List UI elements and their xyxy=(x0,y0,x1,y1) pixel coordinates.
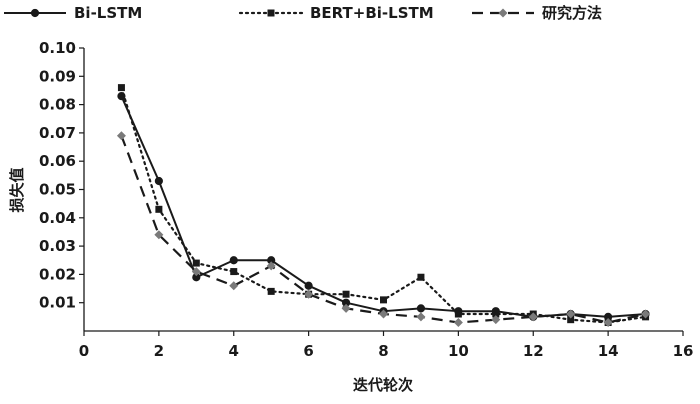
y-tick-label: 0.06 xyxy=(39,152,76,170)
series-2 xyxy=(116,131,651,328)
legend-marker xyxy=(498,8,508,18)
x-tick-label: 16 xyxy=(673,342,694,360)
data-point xyxy=(641,309,651,319)
data-point xyxy=(155,205,163,213)
data-point xyxy=(416,304,426,313)
x-tick-label: 14 xyxy=(598,342,619,360)
x-tick-label: 6 xyxy=(303,342,313,360)
data-point xyxy=(117,84,125,92)
data-point xyxy=(417,273,425,281)
y-tick-label: 0.09 xyxy=(39,67,76,85)
series-line xyxy=(120,86,647,324)
axes: 0 2 4 6 8 10 12 14 16 0.01 0.02 0.03 0.04 0.05 0.06 0.0… xyxy=(39,39,693,360)
x-tick-label: 4 xyxy=(229,342,239,360)
data-point xyxy=(342,290,350,298)
series-line xyxy=(120,135,646,324)
y-axis-label: 损失值 xyxy=(8,167,26,212)
y-tick-label: 0.02 xyxy=(39,265,76,283)
x-tick-label: 2 xyxy=(154,342,164,360)
legend-label: BERT+Bi-LSTM xyxy=(310,4,434,22)
legend-marker xyxy=(30,8,40,18)
data-point xyxy=(528,312,538,322)
data-point xyxy=(304,281,313,290)
data-point xyxy=(603,318,613,328)
x-tick-label: 8 xyxy=(378,342,388,360)
series-0 xyxy=(117,92,650,321)
legend-label: 研究方法 xyxy=(542,4,602,22)
y-tick-label: 0.01 xyxy=(39,294,76,312)
data-point xyxy=(230,268,238,276)
data-point xyxy=(341,303,351,313)
data-point xyxy=(116,131,126,141)
y-tick-label: 0.03 xyxy=(39,237,76,255)
data-point xyxy=(566,309,576,319)
plot-area xyxy=(116,84,651,328)
series-1 xyxy=(117,84,650,327)
data-point xyxy=(229,281,239,291)
y-tick-label: 0.10 xyxy=(39,39,76,57)
data-point xyxy=(191,267,201,277)
data-point xyxy=(492,310,500,318)
legend-marker xyxy=(267,9,275,17)
legend: Bi-LSTM BERT+Bi-LSTM 研究方法 xyxy=(4,4,602,22)
y-tick-label: 0.08 xyxy=(39,96,76,114)
x-tick-label: 10 xyxy=(448,342,469,360)
series-line xyxy=(120,95,646,318)
y-tick-label: 0.04 xyxy=(39,209,76,227)
data-point xyxy=(416,312,426,322)
data-point xyxy=(304,289,314,299)
y-tick-label: 0.07 xyxy=(39,124,76,142)
data-point xyxy=(379,309,388,319)
legend-label: Bi-LSTM xyxy=(74,4,142,22)
data-point xyxy=(267,287,275,295)
data-point xyxy=(454,310,462,318)
data-point xyxy=(491,315,501,325)
data-point xyxy=(154,176,163,186)
x-tick-label: 0 xyxy=(79,342,89,360)
data-point xyxy=(380,296,387,304)
y-tick-label: 0.05 xyxy=(39,181,76,199)
data-point xyxy=(192,259,200,267)
x-axis-label: 迭代轮次 xyxy=(353,376,413,394)
data-point xyxy=(154,230,164,240)
data-point xyxy=(567,316,575,324)
x-tick-label: 12 xyxy=(523,342,544,360)
data-point xyxy=(266,261,276,271)
data-point xyxy=(229,256,238,265)
data-point xyxy=(453,318,463,328)
